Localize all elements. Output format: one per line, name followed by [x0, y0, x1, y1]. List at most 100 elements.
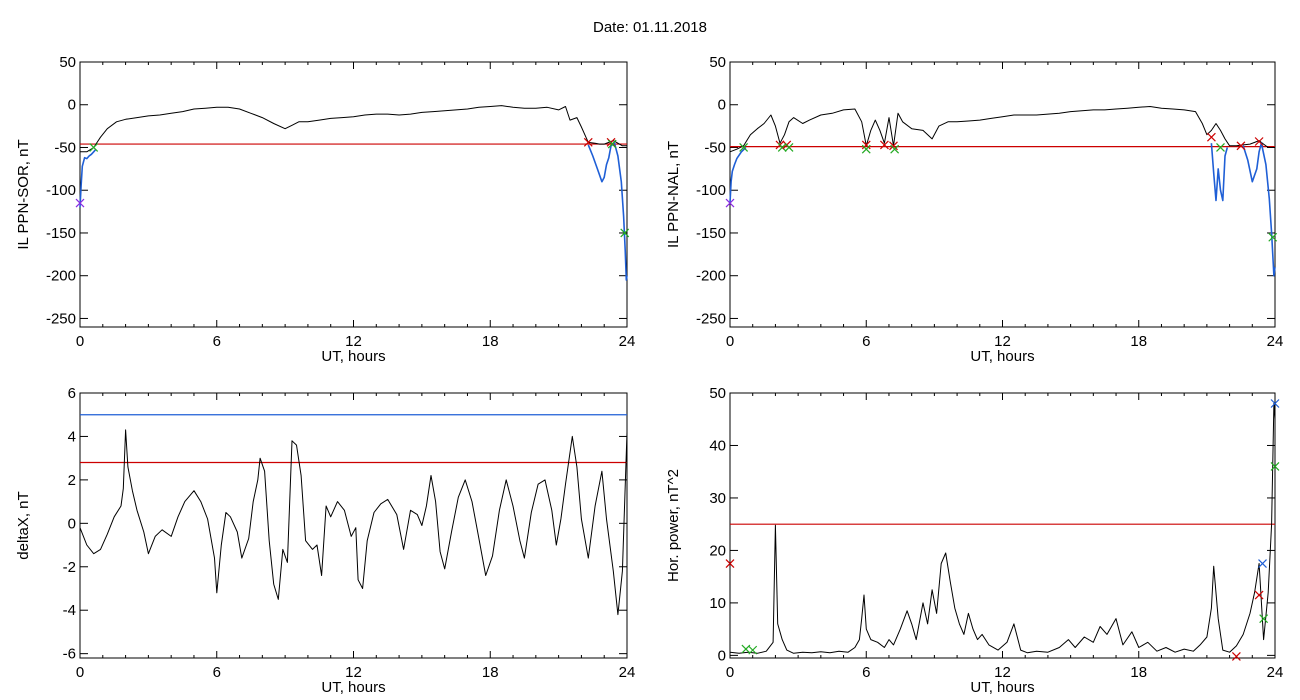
y-tick-label: -6	[63, 646, 76, 663]
panel-deltax: 0 6 12 18 24 6 4 2 0 -2 -4 -6 UT, hours deltaX, nT	[15, 385, 635, 696]
y-tick-label: 4	[68, 428, 76, 445]
y-tick-label: -50	[704, 139, 726, 156]
cross-marker-stroke	[620, 228, 630, 238]
cross-marker-stroke	[748, 645, 758, 655]
cross-marker-stroke	[1259, 614, 1269, 624]
y-tick-label: 0	[718, 97, 726, 114]
cross-marker	[777, 143, 787, 152]
series-line	[729, 146, 747, 204]
x-tick-label: 0	[726, 333, 734, 350]
panel-hor-power: 0 6 12 18 24 50 40 30 20 10 0 UT, hours Hor. power, …	[665, 385, 1283, 696]
x-tick-label: 24	[1267, 664, 1284, 681]
cross-marker-stroke	[889, 141, 898, 151]
cross-marker-stroke	[1270, 399, 1280, 408]
cross-marker-stroke	[725, 198, 735, 208]
cross-marker-stroke	[784, 143, 794, 152]
y-tick-label: -50	[54, 139, 76, 156]
cross-marker-stroke	[861, 144, 871, 154]
y-axis-label: IL PPN-NAL, nT	[665, 141, 682, 248]
y-tick-label: 50	[59, 54, 76, 71]
cross-marker	[1206, 132, 1216, 142]
cross-marker-stroke	[583, 137, 593, 147]
plot-frame	[79, 61, 628, 328]
cross-marker	[1270, 462, 1280, 471]
x-tick-label: 12	[994, 333, 1011, 350]
y-tick-label: 6	[68, 385, 76, 402]
x-tick-label: 24	[619, 664, 636, 681]
cross-marker	[1254, 590, 1264, 600]
y-tick-label: -200	[46, 268, 76, 285]
cross-marker-stroke	[1216, 143, 1225, 152]
x-tick-label: 18	[482, 664, 499, 681]
cross-marker	[1254, 137, 1264, 146]
cross-marker	[784, 143, 794, 152]
series-line	[729, 403, 1276, 654]
x-axis-label: UT, hours	[321, 348, 385, 365]
cross-marker-stroke	[879, 140, 889, 150]
series-line	[1210, 143, 1229, 202]
cross-marker-stroke	[607, 139, 617, 149]
cross-marker-stroke	[890, 144, 900, 154]
cross-marker-stroke	[1236, 141, 1246, 151]
x-tick-label: 6	[213, 664, 221, 681]
cross-marker	[739, 143, 749, 152]
y-tick-label: -200	[696, 268, 726, 285]
x-tick-label: 24	[1267, 333, 1284, 350]
x-tick-label: 12	[345, 664, 362, 681]
cross-marker-stroke	[1254, 590, 1264, 600]
y-tick-label: 0	[68, 515, 76, 532]
x-tick-label: 18	[1130, 664, 1147, 681]
y-tick-label: 0	[718, 647, 726, 664]
x-tick-label: 0	[76, 333, 84, 350]
cross-marker	[1231, 652, 1241, 661]
cross-marker	[1236, 141, 1246, 151]
y-tick-label: -2	[63, 559, 76, 576]
x-tick-label: 12	[345, 333, 362, 350]
x-tick-label: 18	[482, 333, 499, 350]
y-tick-label: 0	[68, 97, 76, 114]
x-tick-label: 6	[213, 333, 221, 350]
y-tick-label: 2	[68, 472, 76, 489]
series-line	[729, 106, 1275, 153]
cross-marker	[607, 139, 617, 149]
cross-marker	[861, 144, 871, 154]
y-axis-label: deltaX, nT	[15, 491, 32, 559]
panel-il-ppn-nal: 0 6 12 18 24 50 0 -50 -100 -150 -200 -250 UT, hours I…	[665, 54, 1283, 365]
x-tick-label: 12	[994, 664, 1011, 681]
cross-marker-stroke	[725, 559, 735, 568]
series-line	[80, 105, 627, 153]
x-tick-label: 6	[862, 333, 870, 350]
cross-marker-stroke	[1258, 559, 1267, 568]
y-tick-label: 20	[709, 542, 726, 559]
cross-marker-stroke	[89, 143, 99, 152]
cross-marker	[1259, 614, 1269, 624]
y-axis-label: IL PPN-SOR, nT	[15, 139, 32, 249]
cross-marker	[1268, 232, 1278, 242]
x-axis-label: UT, hours	[970, 348, 1034, 365]
y-tick-label: 30	[709, 490, 726, 507]
cross-marker	[89, 143, 99, 152]
cross-marker-stroke	[739, 143, 749, 152]
y-tick-label: 10	[709, 595, 726, 612]
cross-marker	[725, 559, 735, 568]
y-tick-label: -100	[46, 182, 76, 199]
series-line	[587, 142, 628, 281]
series-line	[1242, 142, 1276, 277]
y-tick-label: 50	[709, 54, 726, 71]
cross-marker-stroke	[1268, 232, 1278, 242]
x-tick-label: 0	[76, 664, 84, 681]
cross-marker	[861, 140, 871, 150]
cross-marker-stroke	[75, 198, 85, 208]
y-tick-label: -250	[46, 310, 76, 327]
x-axis-label: UT, hours	[970, 679, 1034, 696]
series-line	[79, 148, 97, 208]
x-tick-label: 0	[726, 664, 734, 681]
cross-marker-stroke	[1254, 137, 1264, 146]
y-tick-label: -150	[696, 225, 726, 242]
y-tick-label: -250	[696, 310, 726, 327]
x-tick-label: 18	[1130, 333, 1147, 350]
y-tick-label: 40	[709, 437, 726, 454]
plot-frame	[79, 392, 628, 659]
series-line	[79, 429, 628, 616]
